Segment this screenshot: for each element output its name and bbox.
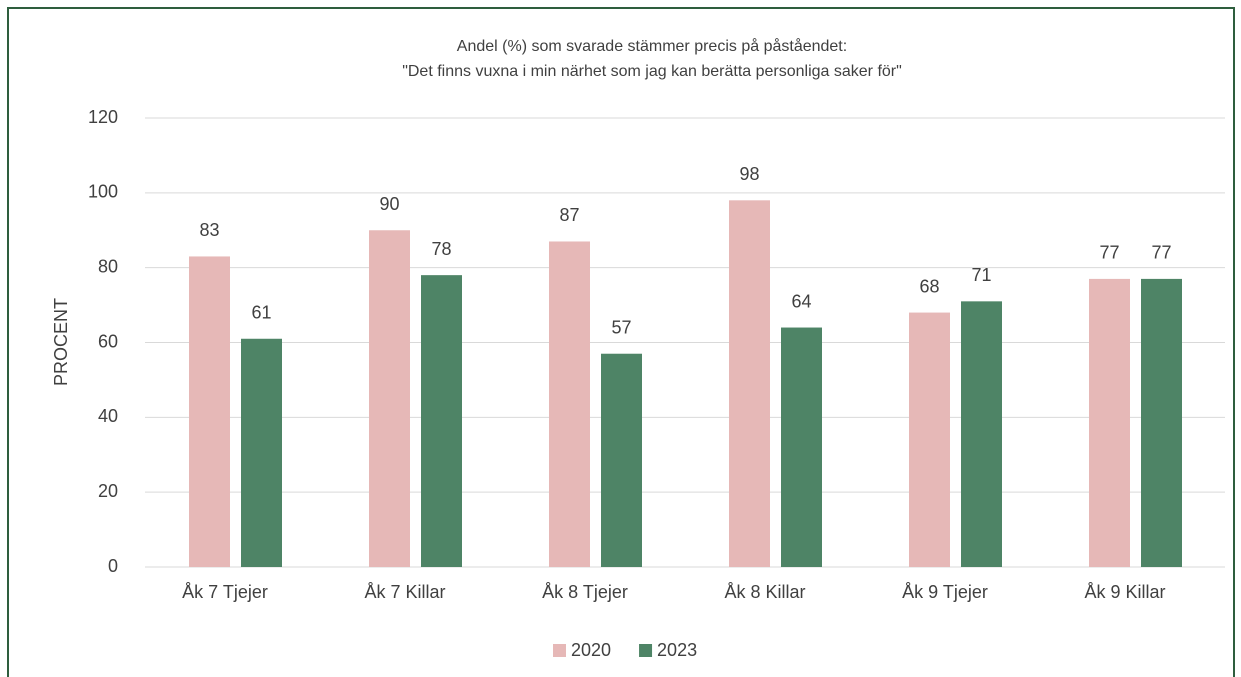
legend-swatch <box>553 644 566 657</box>
chart-title: "Det finns vuxna i min närhet som jag ka… <box>402 63 902 80</box>
bar <box>1141 278 1182 567</box>
x-tick-label: Åk 7 Tjejer <box>182 582 268 602</box>
x-tick-label: Åk 9 Killar <box>1084 582 1165 602</box>
bar <box>1089 278 1130 567</box>
data-label: 61 <box>251 303 271 323</box>
chart-title: Andel (%) som svarade stämmer precis på … <box>457 37 847 55</box>
bar <box>601 353 642 567</box>
bar <box>961 301 1002 567</box>
data-label: 78 <box>431 239 451 259</box>
y-tick-label: 100 <box>88 182 118 202</box>
bar <box>369 230 410 567</box>
y-tick-label: 120 <box>88 107 118 127</box>
data-label: 90 <box>379 194 399 214</box>
bar <box>781 327 822 567</box>
y-tick-label: 20 <box>98 481 118 501</box>
data-label: 57 <box>611 317 631 337</box>
frame <box>7 7 1235 677</box>
x-tick-label: Åk 9 Tjejer <box>902 582 988 602</box>
legend-swatch <box>639 644 653 657</box>
bar <box>189 256 230 567</box>
y-tick-label: 0 <box>108 556 118 576</box>
data-label: 87 <box>559 205 579 225</box>
bar <box>909 312 950 567</box>
x-tick-label: Åk 8 Tjejer <box>542 582 628 602</box>
data-label: 77 <box>1151 243 1171 263</box>
x-tick-label: Åk 7 Killar <box>364 582 445 602</box>
bar <box>421 275 462 567</box>
data-label: 77 <box>1099 243 1119 263</box>
y-tick-label: 80 <box>98 256 118 276</box>
data-label: 64 <box>791 291 811 311</box>
x-tick-label: Åk 8 Killar <box>724 582 805 602</box>
data-label: 83 <box>199 220 219 240</box>
legend-label: 2020 <box>571 640 611 660</box>
y-axis-label: PROCENT <box>51 298 71 386</box>
y-tick-label: 60 <box>98 331 118 351</box>
y-tick-label: 40 <box>98 406 118 426</box>
bar <box>549 241 590 567</box>
data-label: 98 <box>739 164 759 184</box>
bar <box>729 200 770 568</box>
data-label: 71 <box>971 265 991 285</box>
bar <box>241 338 282 567</box>
data-label: 68 <box>919 276 939 296</box>
legend-label: 2023 <box>657 640 697 660</box>
